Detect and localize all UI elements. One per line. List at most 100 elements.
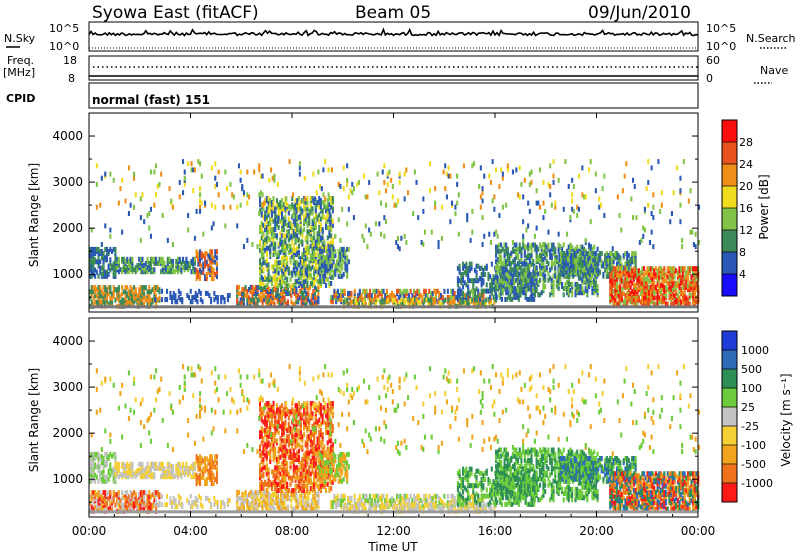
power-cell <box>332 253 335 259</box>
power-cell <box>557 231 560 237</box>
power-cell <box>617 293 620 299</box>
power-cell <box>670 266 673 272</box>
power-cell <box>274 260 277 266</box>
power-cell <box>259 190 262 196</box>
power-cell <box>572 259 575 265</box>
power-cell <box>624 261 627 267</box>
power-cell <box>434 200 437 206</box>
power-cell <box>149 301 152 307</box>
power-cell <box>314 268 317 274</box>
power-cell <box>121 301 124 307</box>
power-cell <box>139 215 142 221</box>
power-cell <box>576 281 579 287</box>
power-colorbar-tick-label: 20 <box>739 180 753 193</box>
power-cell <box>124 258 127 264</box>
power-cell <box>498 213 501 218</box>
power-cell <box>200 200 203 206</box>
power-bottom-band <box>89 305 698 309</box>
power-cell <box>182 256 185 262</box>
power-cell <box>134 265 137 271</box>
power-cell <box>294 212 297 218</box>
power-cell <box>429 290 432 296</box>
power-cell <box>301 233 304 239</box>
power-cell <box>542 267 545 273</box>
power-cell <box>189 288 192 294</box>
power-cell <box>423 297 426 303</box>
power-cell <box>278 301 281 307</box>
power-cell <box>500 296 503 302</box>
power-cell <box>456 181 459 187</box>
power-cell <box>508 275 511 281</box>
power-cell <box>588 277 591 283</box>
power-cell <box>562 292 565 298</box>
power-cell <box>321 212 324 218</box>
power-cell <box>525 281 528 287</box>
power-cell <box>220 295 223 300</box>
power-cell <box>199 276 202 282</box>
power-cell <box>282 254 285 259</box>
power-cell <box>242 190 245 196</box>
velocity-cell <box>99 496 102 502</box>
power-cell <box>246 237 249 243</box>
power-cell <box>500 242 503 248</box>
power-cell <box>258 163 261 169</box>
power-cell <box>351 190 354 196</box>
power-cell <box>269 274 272 280</box>
power-cell <box>501 275 504 281</box>
power-cell <box>105 253 108 259</box>
power-cell <box>346 181 349 187</box>
power-cell <box>269 237 272 243</box>
power-cell <box>675 297 678 303</box>
power-cell <box>104 293 107 299</box>
velocity-cell <box>121 490 124 496</box>
power-cell <box>155 293 158 299</box>
power-cell <box>587 257 590 263</box>
power-cell <box>527 246 530 252</box>
power-cell <box>341 293 344 298</box>
power-cell <box>259 208 262 214</box>
power-cell <box>610 270 613 276</box>
power-cell <box>126 299 129 305</box>
power-cell <box>683 274 686 280</box>
power-cell <box>496 257 499 262</box>
power-cell <box>627 269 630 275</box>
power-cell <box>299 239 302 245</box>
power-cell <box>609 257 612 263</box>
power-cell <box>636 280 639 286</box>
power-cell <box>533 233 536 239</box>
power-cell <box>199 290 202 296</box>
power-cell <box>328 208 331 214</box>
power-ylabel: Slant Range [km] <box>27 163 41 267</box>
power-cell <box>297 223 300 229</box>
power-cell <box>104 246 107 252</box>
power-cell <box>279 231 282 237</box>
power-cell <box>327 244 330 250</box>
power-cell <box>265 245 268 251</box>
power-cell <box>465 292 468 298</box>
power-cell <box>505 263 508 269</box>
power-cell <box>323 278 326 284</box>
power-cell <box>378 190 381 196</box>
power-cell <box>426 293 429 298</box>
power-cell <box>651 276 654 282</box>
power-cell <box>340 293 343 298</box>
velocity-cell <box>104 490 107 496</box>
power-cell <box>259 258 262 264</box>
power-cell <box>358 288 361 294</box>
power-cell <box>537 292 540 298</box>
power-cell <box>523 290 526 296</box>
power-cell <box>286 202 289 208</box>
power-cell <box>269 198 272 204</box>
power-cell <box>525 244 528 250</box>
velocity-heatmap <box>89 364 701 514</box>
power-cell <box>440 293 443 298</box>
power-cell <box>281 268 284 274</box>
nave-tick-bottom: 0 <box>706 72 713 85</box>
power-cell <box>90 285 93 291</box>
power-cell <box>170 198 173 204</box>
velocity-cell <box>99 490 102 496</box>
power-cell <box>277 241 280 247</box>
power-cell <box>475 274 478 280</box>
power-cell <box>634 295 637 301</box>
power-cell <box>282 260 285 266</box>
